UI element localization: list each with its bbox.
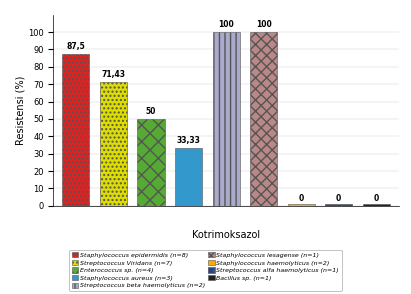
Bar — [212, 32, 240, 206]
Text: 0: 0 — [298, 194, 304, 203]
Y-axis label: Resistensi (%): Resistensi (%) — [15, 76, 25, 145]
Text: 33,33: 33,33 — [177, 136, 201, 145]
Bar — [363, 204, 390, 206]
Text: 0: 0 — [336, 194, 341, 203]
Text: Kotrimoksazol: Kotrimoksazol — [192, 230, 260, 240]
Text: 87,5: 87,5 — [67, 42, 85, 51]
Bar — [138, 119, 164, 206]
Bar — [288, 204, 314, 206]
Bar — [250, 32, 277, 206]
Text: 0: 0 — [374, 194, 379, 203]
Text: 100: 100 — [256, 21, 271, 29]
Bar — [62, 54, 90, 206]
Bar — [175, 148, 202, 206]
Text: 71,43: 71,43 — [102, 70, 125, 79]
Text: 50: 50 — [146, 107, 156, 116]
Text: 100: 100 — [218, 21, 234, 29]
Legend: Staphylococcus epidermidis (n=8), Streptococcus Viridans (n=7), Enterococcus sp.: Staphylococcus epidermidis (n=8), Strept… — [69, 250, 342, 291]
Bar — [100, 82, 127, 206]
Bar — [325, 204, 352, 206]
